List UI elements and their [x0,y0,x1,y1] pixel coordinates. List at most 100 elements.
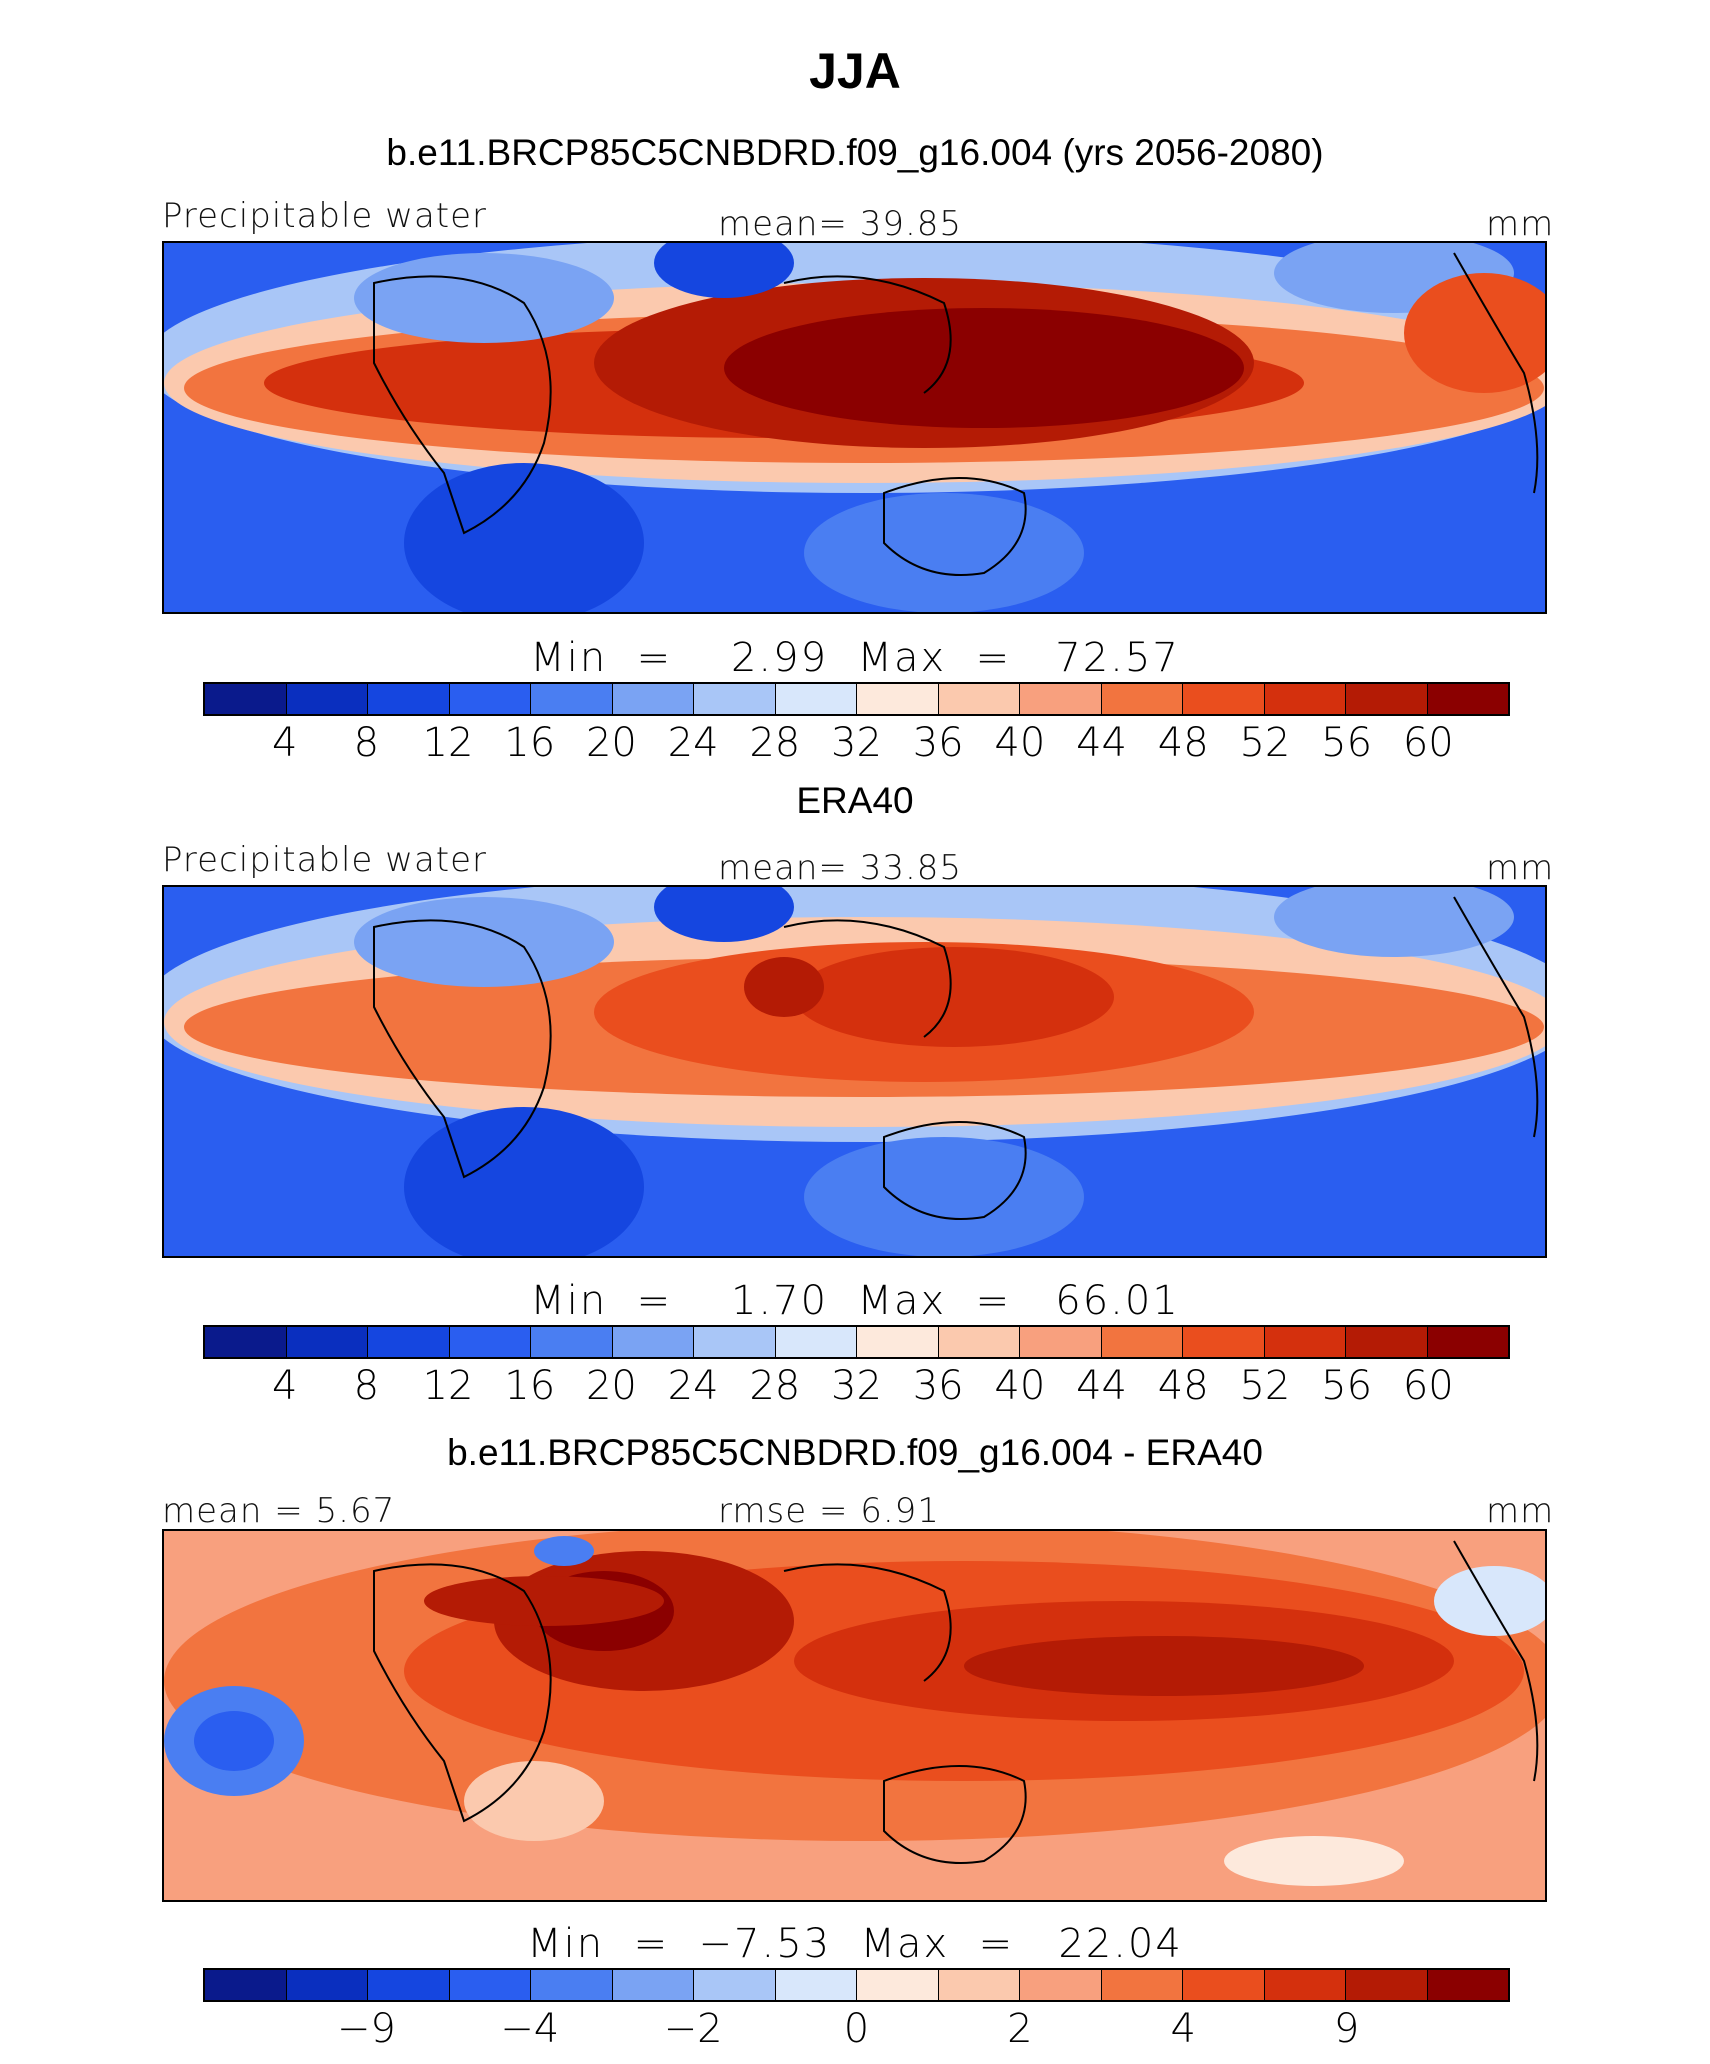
colorbar-cell [368,684,450,714]
panel-3-minmax: Min = −7.53 Max = 22.04 [527,1921,1183,1967]
colorbar-tick-label: 4 [1170,2006,1196,2052]
colorbar-cell [1264,684,1346,714]
colorbar-tick-label: 48 [1157,720,1209,766]
colorbar-tick-label: 32 [831,720,882,766]
colorbar-cell [1346,1970,1428,2000]
colorbar-cell [775,1970,857,2000]
colorbar-tick-label: 16 [504,720,556,766]
panel-1-units-label: mm [1486,204,1555,244]
panel-3-rmse-label: rmse = 6.91 [718,1491,940,1531]
colorbar-cell [1101,1327,1183,1357]
colorbar-tick-label: 52 [1239,1363,1291,1409]
colorbar-tick-label: −2 [663,2006,723,2052]
colorbar-cell [205,1970,287,2000]
colorbar-tick-label: 40 [994,720,1046,766]
colorbar-cell [775,684,857,714]
colorbar-tick-label: 44 [1076,1363,1128,1409]
colorbar-cell [531,1970,613,2000]
panel-3-map [162,1529,1547,1902]
colorbar-tick-label: 4 [271,1363,298,1409]
panel-2-title: ERA40 [796,780,914,821]
panel-2-colorbar [203,1325,1510,1359]
colorbar-cell [1020,1327,1102,1357]
panel-1-variable-label: Precipitable water [162,196,488,236]
colorbar-cell [449,1970,531,2000]
panel-3-units-label: mm [1486,1491,1555,1531]
colorbar-tick-label: 8 [353,720,380,766]
colorbar-cell [1264,1970,1346,2000]
colorbar-cell [205,684,287,714]
colorbar-cell [857,1327,939,1357]
colorbar-cell [938,1970,1020,2000]
colorbar-cell [368,1970,450,2000]
colorbar-cell [368,1327,450,1357]
colorbar-tick-label: 56 [1321,720,1373,766]
colorbar-tick-label: 36 [912,1363,964,1409]
colorbar-tick-label: 4 [271,720,298,766]
colorbar-cell [1101,1970,1183,2000]
colorbar-cell [449,1327,531,1357]
colorbar-tick-label: 36 [912,720,964,766]
panel-1-colorbar-ticks: 4 8 12 16 20 24 28 32 36 40 44 48 52 56 … [203,720,1510,768]
colorbar-cell [1183,1327,1265,1357]
panel-2-variable-label: Precipitable water [162,840,488,880]
panel-1-map [162,241,1547,614]
colorbar-cell [1101,684,1183,714]
colorbar-tick-label: 9 [1333,2006,1360,2052]
colorbar-tick-label: 8 [353,1363,380,1409]
panel-3-colorbar [203,1968,1510,2002]
colorbar-tick-label: 28 [749,720,801,766]
panel-1-minmax: Min = 2.99 Max = 72.57 [530,635,1180,681]
colorbar-tick-label: 16 [504,1363,556,1409]
colorbar-tick-label: 40 [994,1363,1046,1409]
panel-2-map [162,885,1547,1258]
colorbar-cell [531,1327,613,1357]
colorbar-cell [1183,684,1265,714]
colorbar-cell [938,1327,1020,1357]
colorbar-tick-label: 44 [1076,720,1128,766]
colorbar-cell [612,1970,694,2000]
colorbar-cell [612,1327,694,1357]
colorbar-tick-label: 2 [1007,2006,1033,2052]
colorbar-cell [286,684,368,714]
panel-2-units-label: mm [1486,848,1555,888]
colorbar-tick-label: 12 [422,1363,474,1409]
colorbar-cell [1020,684,1102,714]
colorbar-cell [938,684,1020,714]
panel-2-mean-label: mean= 33.85 [718,848,963,888]
colorbar-cell [1427,1327,1508,1357]
colorbar-cell [775,1327,857,1357]
colorbar-cell [286,1327,368,1357]
colorbar-cell [531,684,613,714]
main-title: JJA [809,43,901,99]
panel-2-colorbar-ticks: 4 8 12 16 20 24 28 32 36 40 44 48 52 56 … [203,1363,1510,1411]
colorbar-cell [1183,1970,1265,2000]
panel-2-minmax: Min = 1.70 Max = 66.01 [530,1278,1180,1324]
colorbar-cell [1346,1327,1428,1357]
panel-3-mean-label: mean = 5.67 [162,1491,396,1531]
panel-3-title: b.e11.BRCP85C5CNBDRD.f09_g16.004 - ERA40 [447,1432,1263,1473]
colorbar-cell [205,1327,287,1357]
panel-1-colorbar [203,682,1510,716]
colorbar-tick-label: 60 [1402,720,1454,766]
colorbar-cell [612,684,694,714]
colorbar-tick-label: 24 [667,1363,719,1409]
colorbar-tick-label: −9 [336,2006,396,2052]
colorbar-cell [1427,684,1508,714]
colorbar-tick-label: 48 [1157,1363,1209,1409]
panel-1-mean-label: mean= 39.85 [718,204,963,244]
colorbar-tick-label: 12 [422,720,474,766]
colorbar-cell [286,1970,368,2000]
colorbar-cell [857,684,939,714]
colorbar-tick-label: 52 [1239,720,1291,766]
panel-1-title: b.e11.BRCP85C5CNBDRD.f09_g16.004 (yrs 20… [386,132,1324,173]
colorbar-cell [449,684,531,714]
colorbar-cell [1427,1970,1508,2000]
colorbar-tick-label: 20 [585,720,637,766]
colorbar-tick-label: 24 [667,720,719,766]
colorbar-tick-label: 56 [1321,1363,1373,1409]
colorbar-tick-label: 20 [585,1363,637,1409]
colorbar-tick-label: 60 [1402,1363,1454,1409]
colorbar-tick-label: 0 [843,2006,870,2052]
colorbar-cell [1020,1970,1102,2000]
